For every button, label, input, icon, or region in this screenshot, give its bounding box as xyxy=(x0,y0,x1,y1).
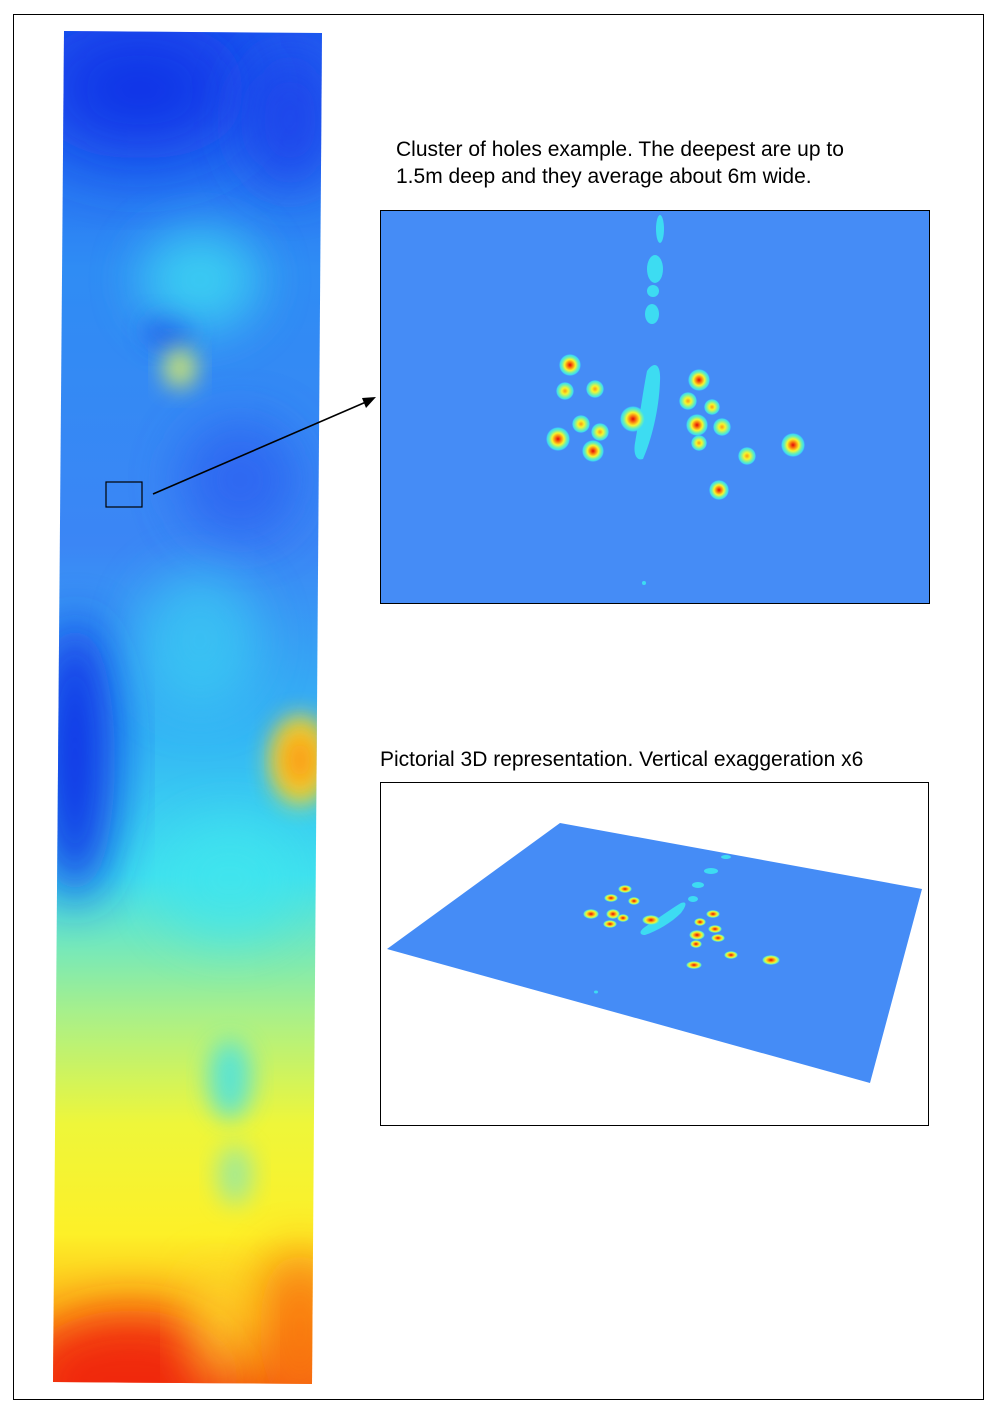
inset-box xyxy=(105,481,143,508)
view3d-caption: Pictorial 3D representation. Vertical ex… xyxy=(380,748,864,771)
plan-caption-line2: 1.5m deep and they average about 6m wide… xyxy=(396,165,812,188)
plan-caption: Cluster of holes example. The deepest ar… xyxy=(396,136,956,190)
plan-view-map xyxy=(381,211,929,603)
plan-caption-line1: Cluster of holes example. The deepest ar… xyxy=(396,138,844,161)
plan-view-panel xyxy=(380,210,930,604)
page-frame xyxy=(13,14,984,1400)
callout-arrow xyxy=(152,397,376,495)
holes xyxy=(546,354,805,500)
linear-feature xyxy=(634,215,664,585)
view3d-panel xyxy=(380,782,929,1126)
view3d-surface xyxy=(387,823,922,1083)
